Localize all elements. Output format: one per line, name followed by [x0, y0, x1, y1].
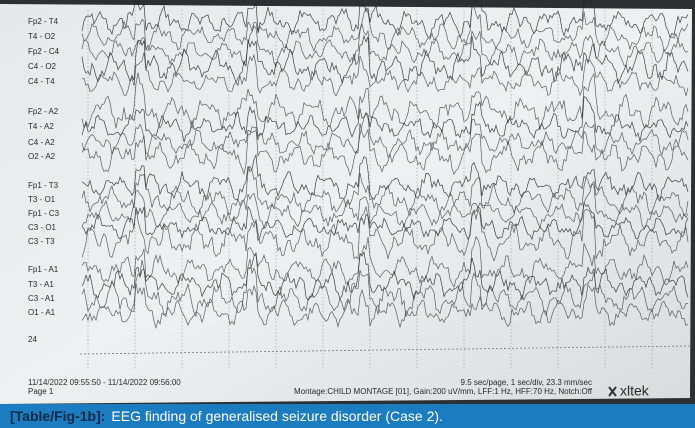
channel-label: Fp1 - C3 [28, 209, 60, 218]
caption-text: EEG finding of generalised seizure disor… [111, 408, 443, 424]
channel-label: C3 - T3 [28, 237, 55, 246]
channel-label: C3 - A1 [28, 294, 55, 303]
channel-label: Fp2 - C4 [28, 47, 60, 56]
channel-label: Fp1 - T3 [28, 181, 59, 190]
eeg-photo: Fp2 - T4 T4 - O2 Fp2 - C4 C4 - O2 C4 - T4 Fp2… [0, 0, 695, 404]
channel-label: Fp2 - A2 [28, 107, 59, 116]
time-range: 11/14/2022 09:55:50 - 11/14/2022 09:56:0… [28, 378, 181, 387]
channel-label: T3 - A1 [28, 280, 54, 289]
channel-label: C4 - T4 [28, 77, 55, 86]
channel-label: O1 - A1 [28, 308, 56, 317]
montage-info: Montage:CHILD MONTAGE [01], Gain:200 uV/… [294, 387, 593, 396]
channel-label: O2 - A2 [28, 152, 56, 161]
channel-label: C4 - A2 [28, 138, 55, 147]
page-number: Page 1 [28, 387, 54, 396]
figure: Fp2 - T4 T4 - O2 Fp2 - C4 C4 - O2 C4 - T4 Fp2… [0, 0, 695, 428]
channel-label: T4 - A2 [28, 122, 54, 131]
channel-label: T4 - O2 [28, 32, 56, 41]
channel-label: C3 - O1 [28, 223, 57, 232]
channel-label: T3 - O1 [28, 195, 56, 204]
logo: xltek [620, 383, 650, 399]
caption: [Table/Fig-1b]: EEG finding of generalise… [10, 406, 690, 426]
scale-label: 24 [28, 335, 37, 344]
channel-label: Fp1 - A1 [28, 265, 59, 274]
channel-label: C4 - O2 [28, 62, 57, 71]
speed-info: 9.5 sec/page, 1 sec/div, 23.3 mm/sec [461, 378, 592, 387]
caption-label: [Table/Fig-1b]: [10, 408, 105, 424]
channel-label: Fp2 - T4 [28, 17, 59, 26]
